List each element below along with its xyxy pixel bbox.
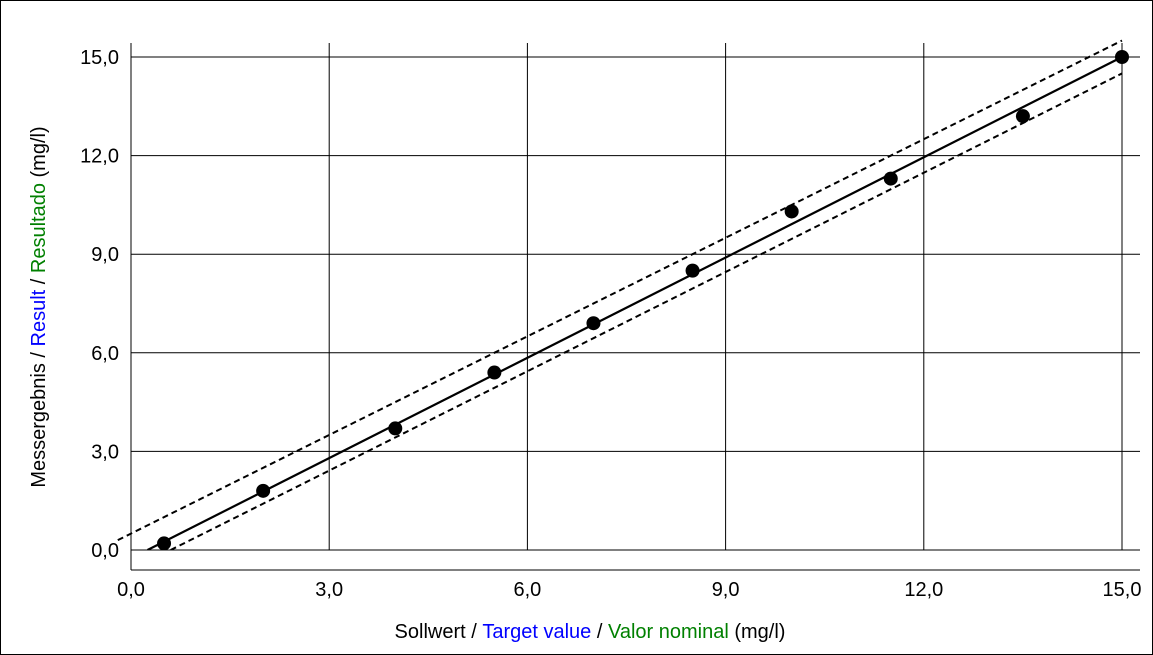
data-point	[388, 421, 403, 436]
y-axis-label-part: Messergebnis	[28, 363, 50, 488]
data-point	[586, 316, 601, 331]
data-point	[883, 171, 898, 186]
y-axis-label-part: (mg/l)	[28, 126, 50, 183]
x-tick-label: 15,0	[1103, 579, 1142, 601]
upper-bound-line	[117, 39, 1123, 542]
x-axis-label: Sollwert / Target value / Valor nominal …	[395, 621, 786, 643]
y-tick-label: 12,0	[80, 146, 119, 168]
x-tick-label: 0,0	[117, 579, 145, 601]
x-axis-label-part: Sollwert	[395, 621, 467, 643]
grid	[130, 43, 1140, 571]
data-point	[256, 483, 271, 498]
data-point	[1115, 50, 1129, 64]
y-tick-label: 3,0	[91, 441, 119, 463]
x-tick-label: 3,0	[315, 579, 343, 601]
y-tick-label: 0,0	[91, 540, 119, 562]
x-tick-label: 6,0	[513, 579, 541, 601]
data-point	[685, 263, 700, 278]
y-axis-label-part: Resultado	[28, 183, 50, 273]
data-point	[157, 536, 172, 551]
y-axis-label-part: /	[28, 346, 50, 363]
y-tick-label: 15,0	[80, 47, 119, 69]
x-axis-label-part: /	[591, 621, 608, 643]
x-tick-label: 9,0	[712, 579, 740, 601]
data-point	[487, 365, 502, 380]
lower-bound-line	[170, 72, 1123, 550]
x-tick-labels: 0,0 3,0 6,0 9,0 12,0 15,0	[117, 579, 1141, 601]
y-axis-label-part: /	[28, 273, 50, 290]
x-tick-label: 12,0	[904, 579, 943, 601]
y-axis-label-part: Result	[28, 289, 50, 346]
y-tick-label: 9,0	[91, 244, 119, 266]
data-point	[784, 204, 799, 219]
y-tick-labels: 0,0 3,0 6,0 9,0 12,0 15,0	[80, 47, 119, 562]
x-axis-label-part: Target value	[482, 621, 591, 643]
y-axis-label: Messergebnis / Result / Resultado (mg/l)	[28, 126, 50, 487]
x-axis-label-part: /	[466, 621, 483, 643]
data-point	[1015, 109, 1030, 124]
regression-line	[147, 56, 1123, 550]
x-axis-label-part: Valor nominal	[608, 621, 729, 643]
data-points	[157, 50, 1129, 551]
lines	[117, 39, 1123, 550]
y-tick-label: 6,0	[91, 343, 119, 365]
x-axis-label-part: (mg/l)	[729, 621, 786, 643]
